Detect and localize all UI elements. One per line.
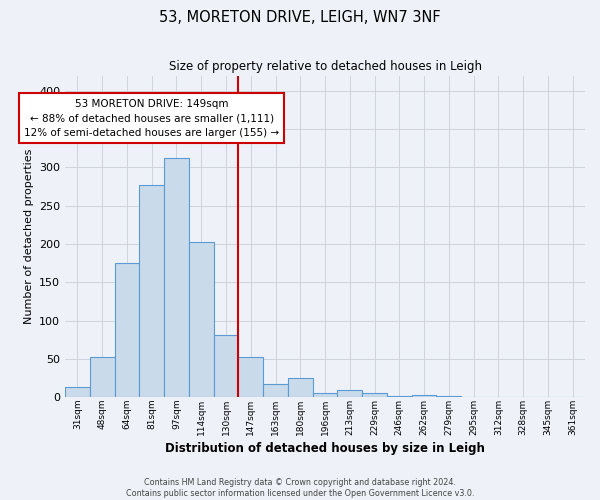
- Bar: [288, 378, 313, 398]
- Bar: [362, 394, 387, 398]
- Bar: [65, 388, 90, 398]
- Bar: [436, 396, 461, 398]
- Bar: [263, 384, 288, 398]
- Bar: [214, 335, 238, 398]
- X-axis label: Distribution of detached houses by size in Leigh: Distribution of detached houses by size …: [165, 442, 485, 455]
- Bar: [115, 263, 139, 398]
- Bar: [337, 390, 362, 398]
- Bar: [412, 395, 436, 398]
- Bar: [139, 185, 164, 398]
- Bar: [164, 158, 189, 398]
- Title: Size of property relative to detached houses in Leigh: Size of property relative to detached ho…: [169, 60, 482, 73]
- Text: Contains HM Land Registry data © Crown copyright and database right 2024.
Contai: Contains HM Land Registry data © Crown c…: [126, 478, 474, 498]
- Bar: [238, 356, 263, 398]
- Text: 53, MORETON DRIVE, LEIGH, WN7 3NF: 53, MORETON DRIVE, LEIGH, WN7 3NF: [159, 10, 441, 25]
- Bar: [313, 394, 337, 398]
- Text: 53 MORETON DRIVE: 149sqm
← 88% of detached houses are smaller (1,111)
12% of sem: 53 MORETON DRIVE: 149sqm ← 88% of detach…: [24, 98, 279, 138]
- Y-axis label: Number of detached properties: Number of detached properties: [23, 148, 34, 324]
- Bar: [90, 356, 115, 398]
- Bar: [189, 242, 214, 398]
- Bar: [387, 396, 412, 398]
